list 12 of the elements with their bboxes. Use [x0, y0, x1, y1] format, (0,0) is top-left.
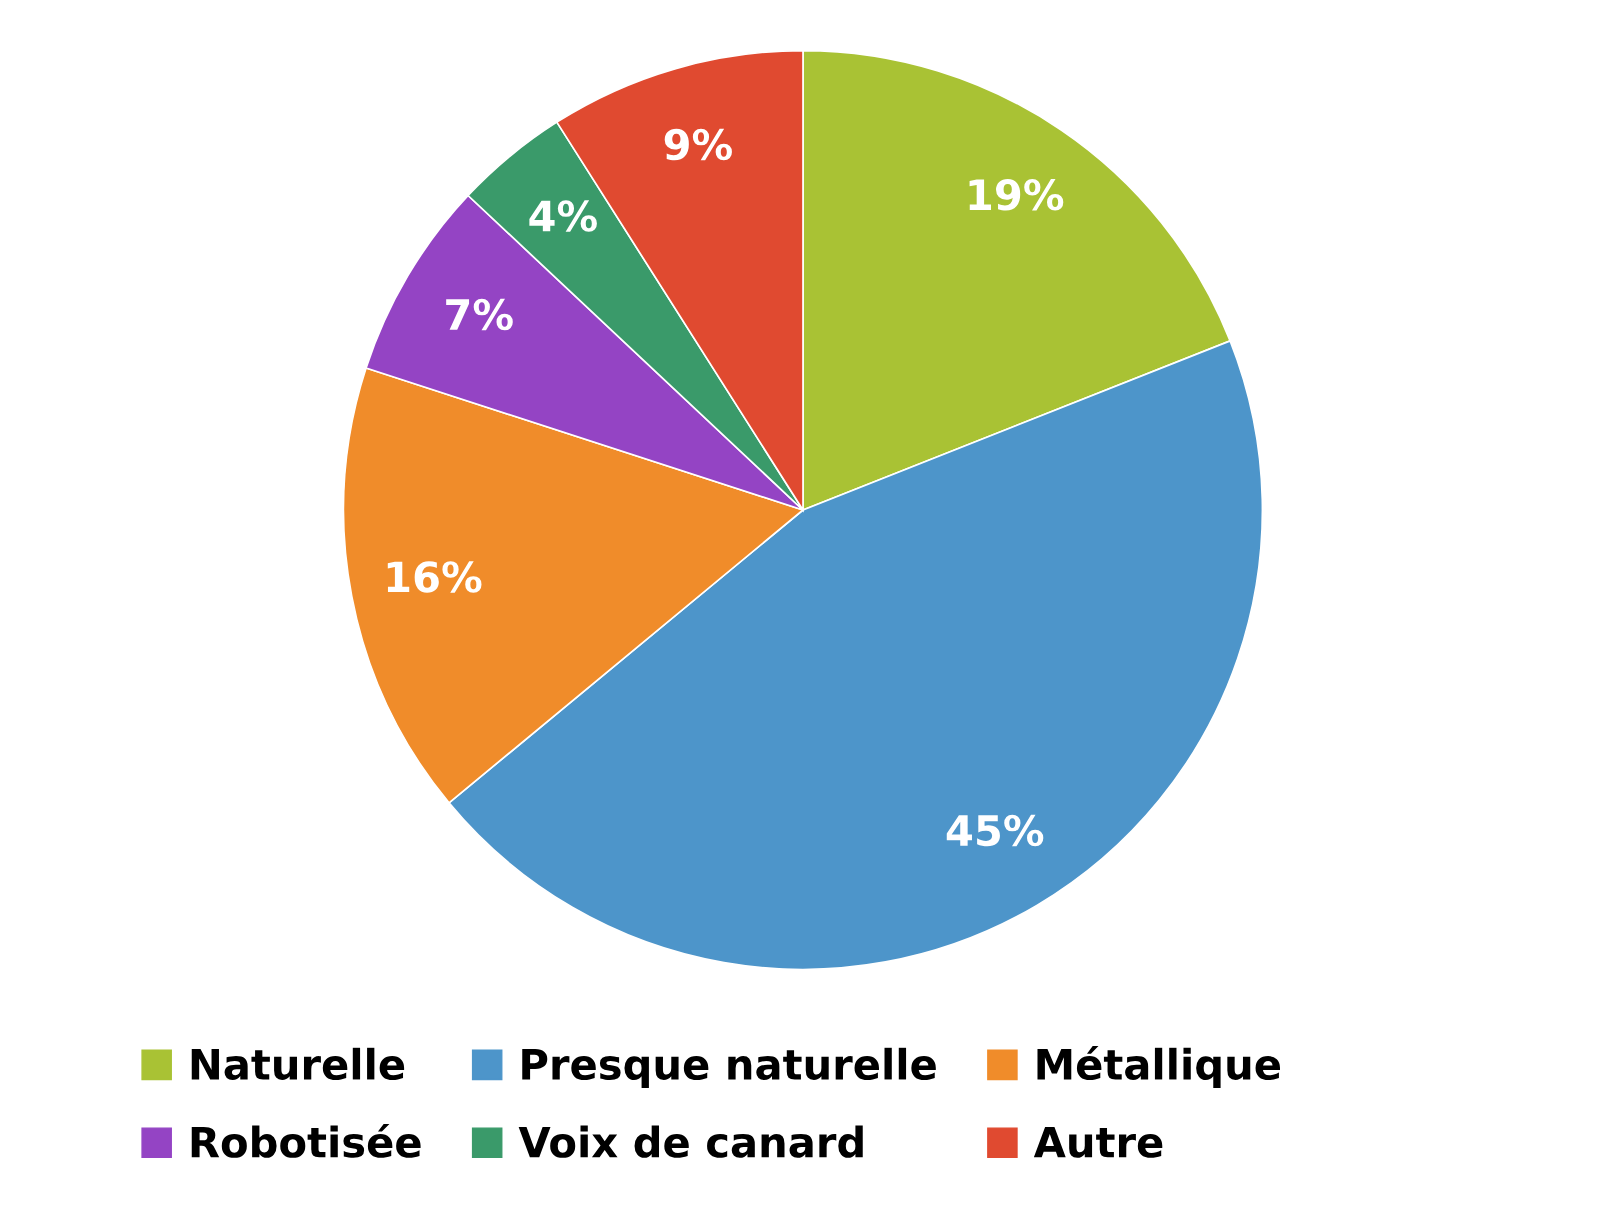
data-label: 9%	[664, 128, 732, 161]
legend-label: Robotisée	[191, 1123, 421, 1158]
data-label: 4%	[529, 200, 597, 232]
legend-label: Voix de canard	[518, 1125, 863, 1158]
legend-label: Presque naturelle	[522, 1047, 936, 1089]
legend-label: Naturelle	[191, 1047, 405, 1081]
legend-label: Métallique	[1037, 1046, 1280, 1089]
data-label: 7%	[446, 298, 513, 331]
data-label: 19%	[969, 179, 1064, 211]
data-label: 45%	[946, 814, 1044, 847]
legend-label: Autre	[1033, 1126, 1163, 1158]
data-label: 16%	[387, 561, 482, 593]
